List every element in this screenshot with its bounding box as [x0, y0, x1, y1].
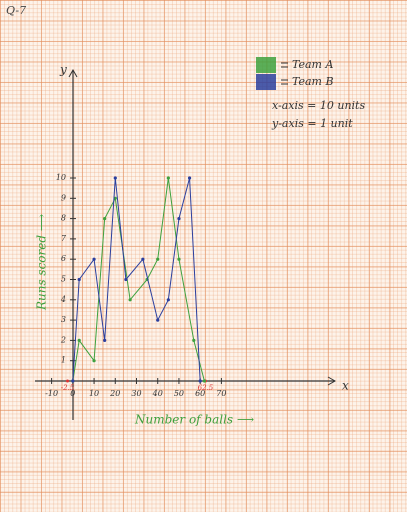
- data-point: [113, 176, 117, 180]
- y-tick-label: 8: [61, 214, 66, 223]
- y-axis-label: Runs scored ⟶: [35, 214, 49, 311]
- legend-swatch: [256, 57, 276, 73]
- data-point: [103, 338, 107, 342]
- x-tick-label: 30: [131, 389, 141, 398]
- x-tick-label: -10: [45, 389, 58, 398]
- y-tick-label: 6: [61, 254, 66, 263]
- data-point: [71, 379, 75, 383]
- x-tick-label: 70: [216, 389, 226, 398]
- data-point: [77, 277, 81, 282]
- data-point: [166, 176, 170, 180]
- data-point: [92, 359, 96, 363]
- legend-swatch: [256, 74, 276, 90]
- data-point: [166, 298, 170, 302]
- y-tick-label: 7: [61, 234, 67, 243]
- data-point: [202, 379, 207, 383]
- y-tick-label: 9: [61, 193, 66, 202]
- x-tick-label: 50: [174, 389, 184, 398]
- note: y-axis = 1 unit: [271, 117, 353, 130]
- y-tick-label: 10: [56, 173, 66, 182]
- marker-label: -2.5: [61, 384, 75, 392]
- y-tick-label: 2: [60, 335, 66, 344]
- y-tick-label: 3: [61, 315, 66, 324]
- x-axis-letter: x: [342, 379, 349, 393]
- data-point: [77, 338, 81, 342]
- question-label: Q-7: [6, 4, 26, 17]
- x-arrow: [327, 376, 337, 386]
- note: x-axis = 10 units: [272, 99, 365, 112]
- series-line: [72, 177, 201, 382]
- data-point: [177, 257, 181, 261]
- x-axis-label: Number of balls ⟶: [134, 413, 254, 427]
- x-tick-label: 10: [89, 389, 99, 398]
- y-tick-label: 5: [61, 275, 66, 284]
- series-line: [72, 177, 205, 382]
- x-tick-label: 40: [152, 389, 163, 398]
- data-point: [92, 257, 96, 261]
- y-axis-letter: y: [59, 63, 67, 77]
- data-point: [103, 217, 107, 221]
- data-point: [177, 217, 181, 221]
- data-point: [128, 298, 132, 302]
- legend-label: Team B: [292, 75, 334, 88]
- data-point: [156, 257, 160, 261]
- x-tick-label: 20: [109, 389, 120, 398]
- marker-label: 62.5: [198, 384, 214, 392]
- x-tick-label: 60: [195, 389, 205, 398]
- data-point: [141, 257, 145, 261]
- y-tick-label: 4: [60, 295, 66, 304]
- data-point: [198, 379, 202, 383]
- data-point: [192, 338, 196, 342]
- data-point: [187, 176, 192, 180]
- x-tick-label: 0: [70, 389, 75, 398]
- y-tick-label: 1: [61, 356, 66, 365]
- data-point: [124, 277, 128, 282]
- y-arrow: [68, 68, 78, 78]
- legend-label: Team A: [292, 58, 333, 71]
- data-point: [156, 318, 160, 322]
- marker-point: [66, 379, 70, 383]
